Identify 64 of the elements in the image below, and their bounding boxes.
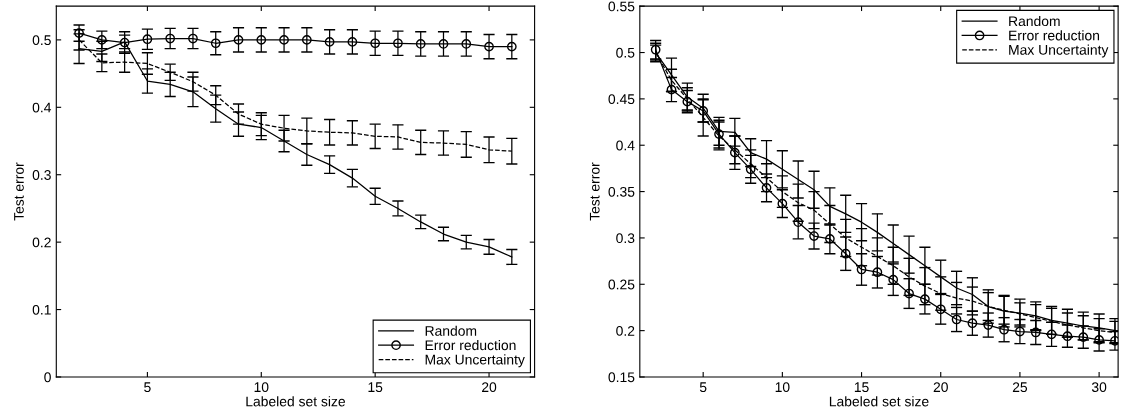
point: [809, 231, 819, 241]
x-axis-title: Labeled set size: [246, 396, 346, 407]
x-tick-label: 15: [368, 382, 383, 393]
legend-label: Random: [425, 325, 477, 336]
legend-label: Random: [1009, 15, 1060, 27]
point: [888, 274, 899, 285]
point: [935, 304, 946, 315]
y-axis-title: Test error: [14, 162, 24, 221]
x-tick-label: 10: [254, 382, 269, 393]
point: [682, 96, 693, 107]
y-tick-label: 0.1: [32, 304, 51, 315]
y-tick-label: 0.2: [616, 325, 635, 336]
point: [1046, 329, 1057, 340]
x-axis-title: Labeled set size: [829, 396, 929, 407]
point: [951, 314, 962, 325]
y-tick-label: 0: [44, 372, 51, 383]
point: [1062, 331, 1073, 342]
y-tick-label: 0.5: [32, 35, 51, 46]
legend-label: Error reduction: [425, 339, 516, 351]
y-tick-label: 0.45: [608, 94, 635, 105]
point: [983, 320, 994, 330]
point: [1078, 332, 1089, 342]
point: [666, 84, 677, 95]
point: [1030, 327, 1041, 338]
y-tick-label: 0.2: [32, 237, 51, 248]
x-tick-label: 25: [1012, 382, 1028, 393]
point: [856, 264, 867, 275]
point: [920, 294, 930, 304]
y-tick-label: 0.25: [608, 279, 635, 290]
y-tick-label: 0.35: [608, 186, 635, 197]
legend-label: Max Uncertainty: [425, 354, 525, 368]
point: [999, 324, 1009, 335]
y-tick-label: 0.15: [608, 372, 635, 383]
point: [761, 183, 772, 193]
x-tick-label: 5: [699, 382, 707, 393]
point: [840, 248, 851, 259]
point: [729, 147, 740, 158]
point: [1015, 326, 1025, 337]
point: [698, 106, 709, 116]
y-tick-label: 0.55: [608, 1, 635, 12]
x-tick-label: 5: [144, 382, 151, 393]
point: [793, 217, 804, 228]
x-tick-label: 15: [854, 382, 869, 393]
point: [745, 164, 756, 175]
x-tick-label: 30: [1091, 382, 1107, 393]
point: [825, 233, 835, 244]
point: [777, 198, 788, 209]
y-tick-label: 0.4: [616, 140, 635, 151]
point: [1094, 335, 1104, 345]
y-tick-label: 0.3: [32, 170, 51, 180]
y-tick-label: 0.5: [616, 47, 635, 58]
legend-label: Error reduction: [1009, 30, 1100, 41]
point: [714, 129, 724, 139]
point: [1110, 335, 1119, 346]
point: [904, 288, 914, 299]
point: [967, 318, 978, 329]
legend-label: Max Uncertainty: [1009, 44, 1109, 58]
point: [872, 267, 883, 278]
x-tick-label: 20: [933, 382, 948, 393]
y-tick-label: 0.3: [616, 233, 635, 244]
x-tick-label: 10: [775, 382, 790, 393]
y-tick-label: 0.4: [32, 102, 52, 113]
x-tick-label: 20: [482, 382, 497, 393]
y-axis-title: Test error: [589, 162, 600, 221]
